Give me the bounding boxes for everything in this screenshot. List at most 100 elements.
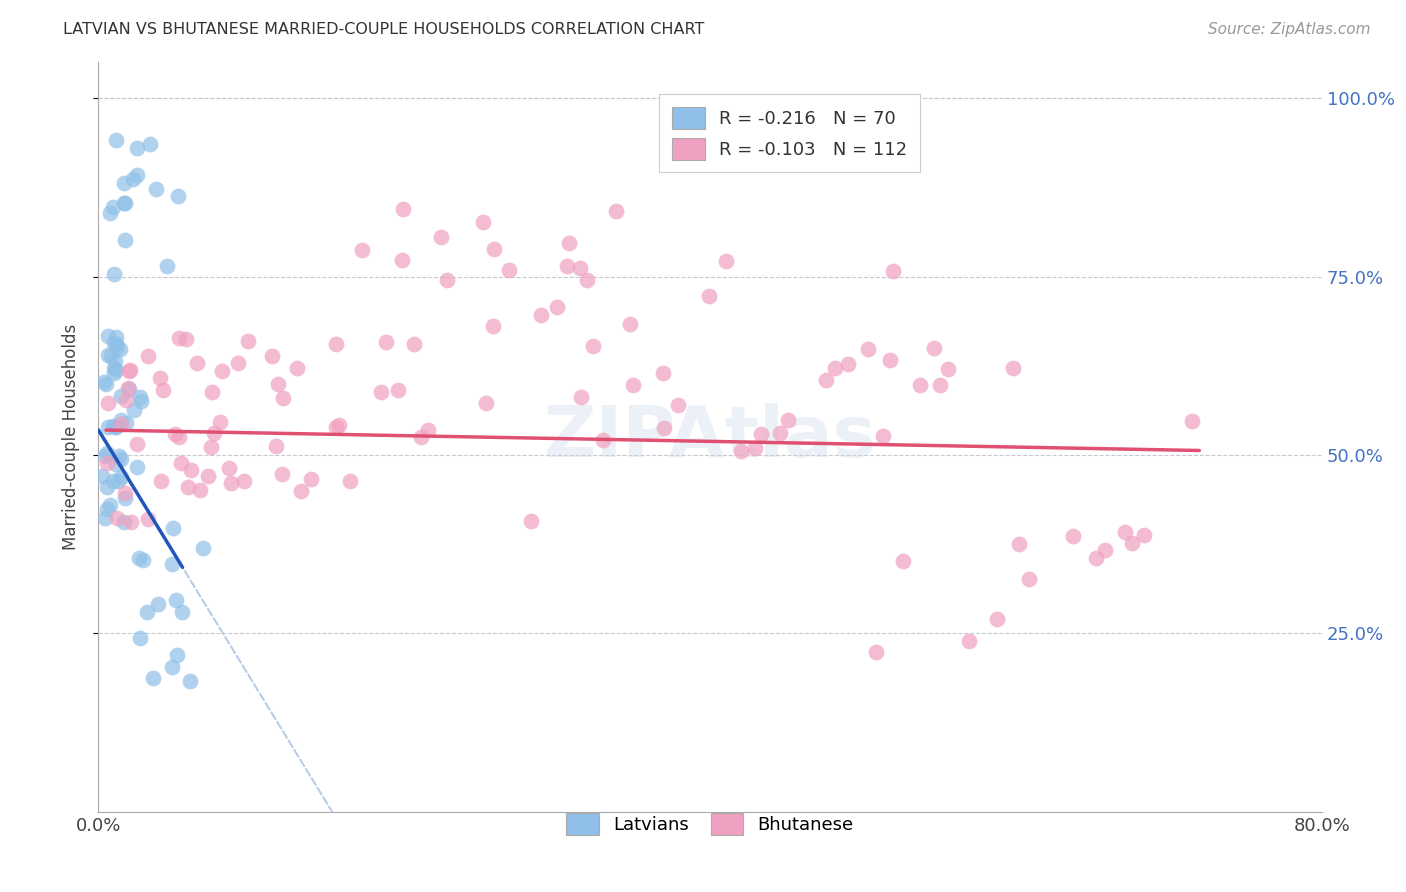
Point	[1062, 529, 1084, 543]
Point	[546, 301, 568, 315]
Point	[416, 423, 439, 437]
Point	[104, 337, 127, 351]
Point	[152, 383, 174, 397]
Point	[730, 443, 752, 458]
Point	[226, 356, 249, 370]
Legend: Latvians, Bhutanese: Latvians, Bhutanese	[557, 804, 863, 844]
Point	[127, 168, 149, 182]
Point	[211, 364, 233, 378]
Point	[145, 182, 167, 196]
Point	[865, 645, 887, 659]
Point	[110, 470, 132, 484]
Point	[201, 384, 224, 399]
Point	[273, 391, 295, 405]
Point	[174, 332, 197, 346]
Point	[180, 463, 202, 477]
Point	[188, 483, 211, 497]
Point	[129, 390, 152, 404]
Point	[778, 413, 800, 427]
Point	[120, 363, 142, 377]
Point	[404, 336, 426, 351]
Point	[101, 200, 124, 214]
Point	[475, 396, 498, 410]
Point	[104, 132, 127, 146]
Point	[166, 648, 188, 662]
Point	[218, 460, 240, 475]
Point	[128, 551, 150, 566]
Point	[837, 357, 859, 371]
Point	[162, 558, 184, 572]
Point	[270, 467, 292, 482]
Point	[769, 426, 792, 441]
Point	[136, 605, 159, 619]
Point	[112, 177, 135, 191]
Point	[714, 254, 737, 268]
Point	[160, 659, 183, 673]
Point	[100, 349, 122, 363]
Point	[103, 267, 125, 281]
Point	[177, 480, 200, 494]
Point	[986, 612, 1008, 626]
Point	[576, 273, 599, 287]
Point	[115, 416, 138, 430]
Point	[93, 376, 115, 390]
Point	[908, 378, 931, 392]
Y-axis label: Married-couple Households: Married-couple Households	[62, 324, 80, 550]
Point	[125, 437, 148, 451]
Point	[208, 416, 231, 430]
Point	[96, 480, 118, 494]
Point	[97, 329, 120, 343]
Point	[1094, 543, 1116, 558]
Point	[555, 259, 578, 273]
Point	[96, 456, 118, 470]
Point	[202, 425, 225, 440]
Point	[170, 456, 193, 470]
Point	[148, 597, 170, 611]
Point	[392, 202, 415, 216]
Point	[436, 272, 458, 286]
Point	[110, 389, 132, 403]
Point	[105, 330, 128, 344]
Point	[149, 474, 172, 488]
Point	[621, 378, 644, 392]
Point	[115, 393, 138, 408]
Text: LATVIAN VS BHUTANESE MARRIED-COUPLE HOUSEHOLDS CORRELATION CHART: LATVIAN VS BHUTANESE MARRIED-COUPLE HOUS…	[63, 22, 704, 37]
Point	[142, 671, 165, 685]
Point	[1018, 572, 1040, 586]
Point	[697, 289, 720, 303]
Point	[879, 353, 901, 368]
Point	[136, 350, 159, 364]
Point	[339, 474, 361, 488]
Point	[824, 361, 846, 376]
Point	[97, 420, 120, 434]
Point	[108, 342, 131, 356]
Point	[104, 354, 127, 368]
Point	[101, 418, 124, 433]
Point	[90, 468, 112, 483]
Point	[1085, 550, 1108, 565]
Point	[132, 553, 155, 567]
Point	[118, 364, 141, 378]
Point	[120, 515, 142, 529]
Point	[103, 336, 125, 351]
Point	[482, 243, 505, 257]
Point	[299, 472, 322, 486]
Point	[285, 360, 308, 375]
Point	[112, 196, 135, 211]
Point	[114, 195, 136, 210]
Point	[481, 318, 503, 333]
Point	[1002, 361, 1025, 376]
Text: ZIPAtlas: ZIPAtlas	[544, 402, 876, 472]
Point	[105, 420, 128, 434]
Point	[193, 541, 215, 555]
Point	[605, 204, 627, 219]
Text: Source: ZipAtlas.com: Source: ZipAtlas.com	[1208, 22, 1371, 37]
Point	[1133, 528, 1156, 542]
Point	[260, 350, 283, 364]
Point	[167, 331, 190, 345]
Point	[1007, 537, 1029, 551]
Point	[1121, 535, 1143, 549]
Point	[236, 334, 259, 349]
Point	[290, 483, 312, 498]
Point	[107, 474, 129, 488]
